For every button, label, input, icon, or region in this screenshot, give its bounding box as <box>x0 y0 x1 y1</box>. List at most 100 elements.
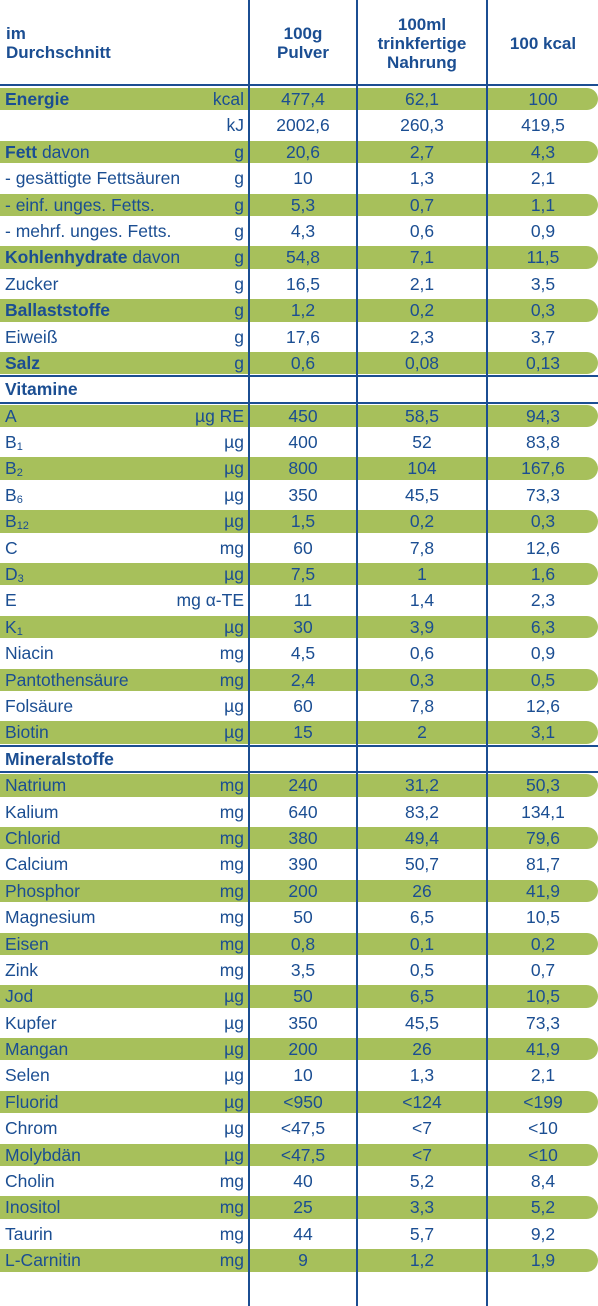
nutrient-name: Selen <box>5 1062 50 1088</box>
unit: g <box>234 352 244 373</box>
table-row: - mehrf. unges. Fetts. g 4,3 0,6 0,9 <box>0 218 598 244</box>
section-heading: Vitamine <box>5 376 78 402</box>
row-highlight-band <box>0 88 598 111</box>
value-per-100ml-ready: 2,7 <box>409 141 435 162</box>
unit: g <box>234 168 244 189</box>
value-per-100g-powder: 800 <box>288 458 318 479</box>
value-per-100kcal: 10,5 <box>525 986 561 1007</box>
value-per-100g-powder: 17,6 <box>285 326 321 347</box>
value-per-100kcal: 9,2 <box>530 1223 556 1244</box>
row-highlight-band <box>0 563 598 586</box>
nutrient-name-text: davon <box>37 141 90 162</box>
value-per-100kcal: 6,3 <box>530 616 556 637</box>
value-per-100kcal: 11,5 <box>526 247 560 268</box>
value-per-100ml-ready: 6,5 <box>409 907 435 928</box>
unit: µg <box>224 511 244 532</box>
table-row: Fluorid µg <950 <124 <199 <box>0 1089 598 1115</box>
nutrient-name-text: Chlorid <box>5 827 61 848</box>
section-divider <box>0 745 598 747</box>
table-row: Jod µg 50 6,5 10,5 <box>0 983 598 1009</box>
nutrient-name-text: Eiweiß <box>5 326 58 347</box>
unit: g <box>234 300 244 321</box>
nutrient-name: Niacin <box>5 640 54 666</box>
nutrient-name: Mangan <box>5 1036 68 1062</box>
nutrient-name-text: Magnesium <box>5 907 96 928</box>
value-per-100g-powder: 15 <box>293 722 313 743</box>
nutrient-name: Fluorid <box>5 1089 59 1115</box>
value-per-100kcal: 10,5 <box>525 907 561 928</box>
value-per-100kcal: 1,9 <box>530 1250 556 1271</box>
value-per-100kcal: 2,3 <box>530 590 556 611</box>
value-per-100kcal <box>488 376 598 402</box>
table-row: Molybdän µg <47,5 <7 <10 <box>0 1142 598 1168</box>
nutrient-name-text: - gesättigte Fettsäuren <box>5 168 181 189</box>
nutrient-name: Jod <box>5 983 33 1009</box>
header-col-powder-line1: 100g <box>283 24 323 43</box>
nutrient-name: Eiweiß <box>5 324 58 350</box>
unit: g <box>234 273 244 294</box>
value-per-100kcal: 3,1 <box>530 722 556 743</box>
value-per-100ml-ready: 3,3 <box>409 1197 435 1218</box>
row-highlight-band <box>0 246 598 269</box>
table-row: Folsäure µg 60 7,8 12,6 <box>0 693 598 719</box>
nutrient-name-text: Niacin <box>5 643 54 664</box>
value-per-100ml-ready: 52 <box>412 432 432 453</box>
unit: µg <box>224 484 244 505</box>
table-row: D3 µg 7,5 1 1,6 <box>0 561 598 587</box>
unit: µg <box>224 1091 244 1112</box>
nutrient-name: B6 <box>5 482 23 508</box>
table-body: Energie kcal 477,4 62,1 100 kJ 2002,6 260,3 419,… <box>0 86 598 1274</box>
value-per-100ml-ready: 62,1 <box>404 89 440 109</box>
unit: mg <box>219 775 244 796</box>
header-col-ready-line3: Nahrung <box>387 52 457 72</box>
nutrient-name: A <box>5 403 17 429</box>
nutrient-name-text: B <box>5 432 17 453</box>
nutrient-subscript: 2 <box>16 467 23 480</box>
table-row: Niacin mg 4,5 0,6 0,9 <box>0 640 598 666</box>
unit: mg <box>219 959 244 980</box>
nutrient-name-text: B <box>5 484 17 505</box>
value-per-100kcal: 100 <box>528 89 558 109</box>
value-per-100ml-ready: 1,3 <box>409 1065 435 1086</box>
unit: mg <box>219 669 244 690</box>
value-per-100ml-ready: 6,5 <box>409 986 435 1007</box>
value-per-100kcal: 83,8 <box>525 432 561 453</box>
table-row: - einf. unges. Fetts. g 5,3 0,7 1,1 <box>0 192 598 218</box>
value-per-100ml-ready: 7,8 <box>409 695 435 716</box>
value-per-100g-powder: 5,3 <box>290 194 316 215</box>
row-highlight-band <box>0 721 598 744</box>
unit: mg <box>219 801 244 822</box>
header-col-powder: 100g Pulver <box>250 0 356 86</box>
nutrient-name-text: Jod <box>5 986 34 1007</box>
value-per-100kcal: <10 <box>528 1118 558 1139</box>
nutrient-name: B2 <box>5 455 23 481</box>
value-per-100kcal: 0,3 <box>530 511 556 532</box>
value-per-100ml-ready: 1,3 <box>409 168 435 189</box>
unit: kcal <box>212 89 244 109</box>
nutrient-name-text: B <box>5 458 17 479</box>
value-per-100kcal: 0,9 <box>530 643 556 664</box>
section-divider <box>0 771 598 774</box>
nutrient-name-text: Mangan <box>5 1039 69 1060</box>
unit: µg <box>224 1039 244 1060</box>
header-col-ready-line1: 100ml <box>397 14 447 34</box>
nutrient-name-text: Kalium <box>5 801 59 822</box>
nutrient-name: Pantothensäure <box>5 667 129 693</box>
row-highlight-band <box>0 615 598 639</box>
value-per-100ml-ready: 0,6 <box>409 220 435 241</box>
unit: µg <box>224 432 244 453</box>
value-per-100g-powder: 0,8 <box>290 933 316 954</box>
nutrient-name-text: - mehrf. unges. Fetts. <box>5 220 172 241</box>
unit: µg <box>224 1012 244 1033</box>
value-per-100g-powder: 30 <box>293 616 313 637</box>
row-highlight-band <box>0 1196 598 1219</box>
nutrient-name: Magnesium <box>5 904 95 930</box>
table-row: K1 µg 30 3,9 6,3 <box>0 614 598 640</box>
value-per-100ml-ready: 1 <box>417 564 427 585</box>
value-per-100kcal: 41,9 <box>525 1039 561 1060</box>
nutrient-name-text: Calcium <box>5 854 69 875</box>
table-row: Inositol mg 25 3,3 5,2 <box>0 1194 598 1220</box>
table-row: Kalium mg 640 83,2 134,1 <box>0 799 598 825</box>
nutrient-name-text: B <box>5 511 17 532</box>
nutrient-name-bold: Kohlenhydrate <box>5 247 128 268</box>
